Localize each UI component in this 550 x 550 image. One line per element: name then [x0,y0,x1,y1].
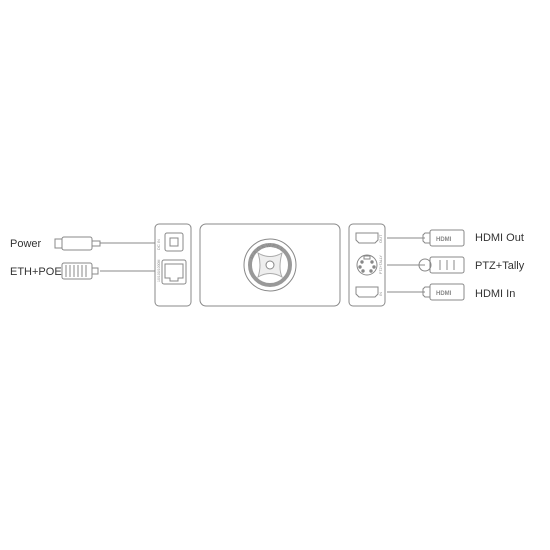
device-body-icon: MAGEWELL [200,224,340,306]
hdmi-out-label: HDMI Out [475,232,524,244]
right-panel-icon: OUT PTZ+TALLY IN [349,224,385,306]
svg-text:DC IN: DC IN [156,239,161,250]
left-panel-icon: DC IN 10/100/1000M [155,224,191,306]
svg-text:10/100/1000M: 10/100/1000M [157,260,161,282]
hdmi-in-plug-icon: HDMI [423,284,464,300]
power-label: Power [10,238,41,250]
eth-poe-label: ETH+POE [10,266,62,278]
svg-text:OUT: OUT [378,234,383,243]
svg-text:HDMI: HDMI [436,237,452,243]
hdmi-in-label: HDMI In [475,288,515,300]
svg-text:PTZ+TALLY: PTZ+TALLY [379,254,383,274]
ethernet-plug-icon [62,263,98,279]
power-plug-icon [55,237,100,250]
svg-text:IN: IN [378,292,383,296]
svg-text:HDMI: HDMI [436,291,452,297]
hdmi-out-plug-icon: HDMI [423,230,464,246]
ptz-tally-label: PTZ+Tally [475,260,524,272]
ptz-plug-icon [419,257,464,273]
diagram-svg: DC IN 10/100/1000M MAGEWELL [0,0,550,550]
